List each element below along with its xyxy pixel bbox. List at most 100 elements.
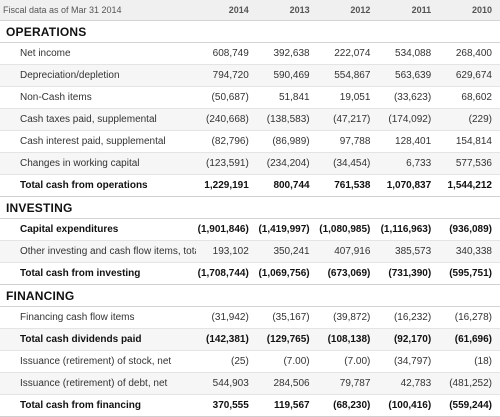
cell-value: 590,469 xyxy=(256,64,318,87)
cell-value: 154,814 xyxy=(439,130,500,153)
cell-value: (142,381) xyxy=(196,328,257,351)
section-header-investing: INVESTING xyxy=(0,196,500,219)
cell-value: (33,623) xyxy=(378,86,440,109)
cell-value: 1,070,837 xyxy=(378,174,440,197)
cell-value: (731,390) xyxy=(378,262,440,285)
cell-value: 19,051 xyxy=(317,86,379,109)
cell-value: (138,583) xyxy=(256,108,318,131)
cell-value: 350,241 xyxy=(256,240,318,263)
cell-value: (1,419,997) xyxy=(256,218,318,241)
cell-value: 79,787 xyxy=(317,372,379,395)
section-title: INVESTING xyxy=(0,196,500,219)
cell-value: (16,278) xyxy=(439,306,500,329)
cell-value: 554,867 xyxy=(317,64,379,87)
cell-value: 1,229,191 xyxy=(196,174,257,197)
cell-value: (1,069,756) xyxy=(256,262,318,285)
row-label: Net income xyxy=(0,42,196,65)
total-row: Total cash from financing 370,555 119,56… xyxy=(0,394,500,417)
cell-value: (240,668) xyxy=(196,108,257,131)
total-row: Total cash from operations 1,229,191 800… xyxy=(0,174,500,197)
year-header-2012: 2012 xyxy=(317,0,379,21)
row-label: Total cash from investing xyxy=(0,262,196,285)
section-header-operations: OPERATIONS xyxy=(0,20,500,43)
cell-value: 42,783 xyxy=(378,372,440,395)
cell-value: 97,788 xyxy=(317,130,379,153)
row-label: Other investing and cash flow items, tot… xyxy=(0,240,196,263)
cell-value: 563,639 xyxy=(378,64,440,87)
section-title: OPERATIONS xyxy=(0,20,500,43)
cell-value: (108,138) xyxy=(317,328,379,351)
cell-value: 544,903 xyxy=(196,372,257,395)
cell-value: 268,400 xyxy=(439,42,500,65)
row-label: Capital expenditures xyxy=(0,218,196,241)
cell-value: (1,116,963) xyxy=(378,218,440,241)
cell-value: (1,901,846) xyxy=(196,218,257,241)
cell-value: (595,751) xyxy=(439,262,500,285)
cell-value: (7.00) xyxy=(317,350,379,373)
row-label: Total cash dividends paid xyxy=(0,328,196,351)
cell-value: (100,416) xyxy=(378,394,440,417)
row-label: Issuance (retirement) of debt, net xyxy=(0,372,196,395)
cell-value: 51,841 xyxy=(256,86,318,109)
section-header-financing: FINANCING xyxy=(0,284,500,307)
cell-value: (68,230) xyxy=(317,394,379,417)
cell-value: (86,989) xyxy=(256,130,318,153)
row-label: Issuance (retirement) of stock, net xyxy=(0,350,196,373)
cell-value: (936,089) xyxy=(439,218,500,241)
cell-value: 1,544,212 xyxy=(439,174,500,197)
table-header-row: Fiscal data as of Mar 31 2014 2014 2013 … xyxy=(0,0,500,21)
fiscal-date-label: Fiscal data as of Mar 31 2014 xyxy=(0,0,196,21)
cell-value: (61,696) xyxy=(439,328,500,351)
cell-value: (1,080,985) xyxy=(317,218,379,241)
cell-value: 340,338 xyxy=(439,240,500,263)
cell-value: 534,088 xyxy=(378,42,440,65)
year-header-2014: 2014 xyxy=(196,0,257,21)
table-row: Depreciation/depletion 794,720 590,469 5… xyxy=(0,64,500,87)
cell-value: (673,069) xyxy=(317,262,379,285)
table-row: Cash taxes paid, supplemental (240,668) … xyxy=(0,108,500,131)
cell-value: (50,687) xyxy=(196,86,257,109)
row-label: Cash interest paid, supplemental xyxy=(0,130,196,153)
cell-value: 68,602 xyxy=(439,86,500,109)
cell-value: 193,102 xyxy=(196,240,257,263)
table-row: Financing cash flow items (31,942) (35,1… xyxy=(0,306,500,329)
table-row: Net income 608,749 392,638 222,074 534,0… xyxy=(0,42,500,65)
cell-value: (47,217) xyxy=(317,108,379,131)
row-label: Changes in working capital xyxy=(0,152,196,175)
section-title: FINANCING xyxy=(0,284,500,307)
cell-value: 794,720 xyxy=(196,64,257,87)
cell-value: 577,536 xyxy=(439,152,500,175)
cell-value: (25) xyxy=(196,350,257,373)
cell-value: (129,765) xyxy=(256,328,318,351)
cell-value: (34,797) xyxy=(378,350,440,373)
total-row: Total cash from investing (1,708,744) (1… xyxy=(0,262,500,285)
table-row: Total cash dividends paid (142,381) (129… xyxy=(0,328,500,351)
cell-value: 761,538 xyxy=(317,174,379,197)
cell-value: 800,744 xyxy=(256,174,318,197)
cell-value: (31,942) xyxy=(196,306,257,329)
cell-value: (7.00) xyxy=(256,350,318,373)
table-row: Capital expenditures (1,901,846) (1,419,… xyxy=(0,218,500,241)
cell-value: (123,591) xyxy=(196,152,257,175)
table-row: Issuance (retirement) of stock, net (25)… xyxy=(0,350,500,373)
table-row: Other investing and cash flow items, tot… xyxy=(0,240,500,263)
cell-value: 392,638 xyxy=(256,42,318,65)
cell-value: (16,232) xyxy=(378,306,440,329)
cell-value: (34,454) xyxy=(317,152,379,175)
table-row: Cash interest paid, supplemental (82,796… xyxy=(0,130,500,153)
row-label: Total cash from operations xyxy=(0,174,196,197)
table-row: Non-Cash items (50,687) 51,841 19,051 (3… xyxy=(0,86,500,109)
cell-value: 407,916 xyxy=(317,240,379,263)
cell-value: 128,401 xyxy=(378,130,440,153)
year-header-2010: 2010 xyxy=(439,0,500,21)
cell-value: 222,074 xyxy=(317,42,379,65)
year-header-2013: 2013 xyxy=(256,0,318,21)
cell-value: (18) xyxy=(439,350,500,373)
cell-value: (92,170) xyxy=(378,328,440,351)
row-label: Depreciation/depletion xyxy=(0,64,196,87)
cell-value: 385,573 xyxy=(378,240,440,263)
cell-value: (481,252) xyxy=(439,372,500,395)
row-label: Non-Cash items xyxy=(0,86,196,109)
row-label: Cash taxes paid, supplemental xyxy=(0,108,196,131)
